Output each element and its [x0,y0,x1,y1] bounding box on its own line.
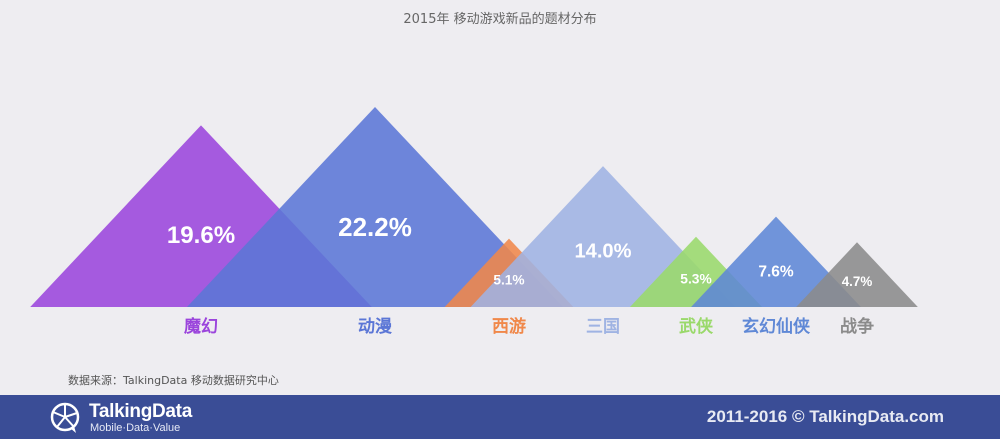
category-label-2: 西游 [492,316,526,337]
logo-name: TalkingData [89,401,192,422]
value-label-3: 14.0% [575,241,632,263]
value-label-2: 5.1% [493,272,524,287]
chart-title: 2015年 移动游戏新品的题材分布 [403,12,597,27]
category-label-0: 魔幻 [184,316,218,337]
triangle-chart: 19.6% 魔幻 22.2% 动漫 5.1% 西游 14.0% 三国 5.3% 武侠 7.6% 玄幻仙… [30,107,918,337]
category-label-1: 动漫 [358,316,393,337]
talkingdata-logo-icon [50,402,80,433]
logo-tagline: Mobile·Data·Value [90,422,181,434]
value-label-5: 7.6% [758,263,794,280]
footer-bar: TalkingData Mobile·Data·Value 2011-2016 … [0,395,1000,439]
triangle-6 [796,242,918,307]
value-label-6: 4.7% [842,274,873,289]
triangle-1 [187,107,563,307]
category-label-5: 玄幻仙侠 [742,316,811,337]
data-source-note: 数据来源：TalkingData 移动数据研究中心 [68,374,279,387]
category-label-3: 三国 [586,317,620,337]
copyright: 2011-2016 © TalkingData.com [706,407,944,426]
talkingdata-logo: TalkingData Mobile·Data·Value [50,401,240,435]
category-label-4: 武侠 [679,316,714,337]
value-label-0: 19.6% [167,222,235,249]
category-label-6: 战争 [840,316,874,337]
value-label-4: 5.3% [680,272,711,287]
value-label-1: 22.2% [338,212,412,242]
